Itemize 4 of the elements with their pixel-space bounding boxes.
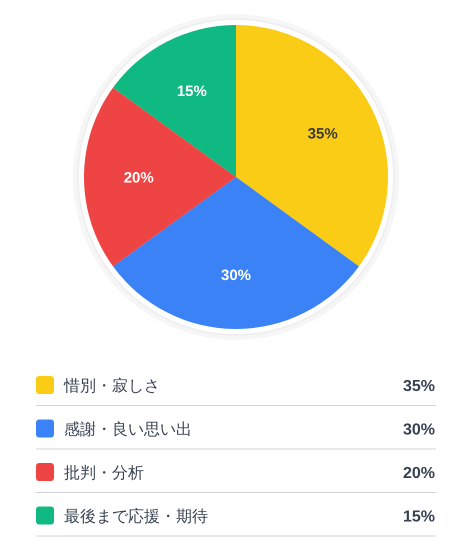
legend-label: 感謝・良い思い出	[64, 420, 192, 438]
legend-label: 惜別・寂しさ	[63, 377, 160, 395]
legend-label: 批判・分析	[64, 464, 144, 482]
legend-label: 最後まで応援・期待	[64, 508, 208, 526]
